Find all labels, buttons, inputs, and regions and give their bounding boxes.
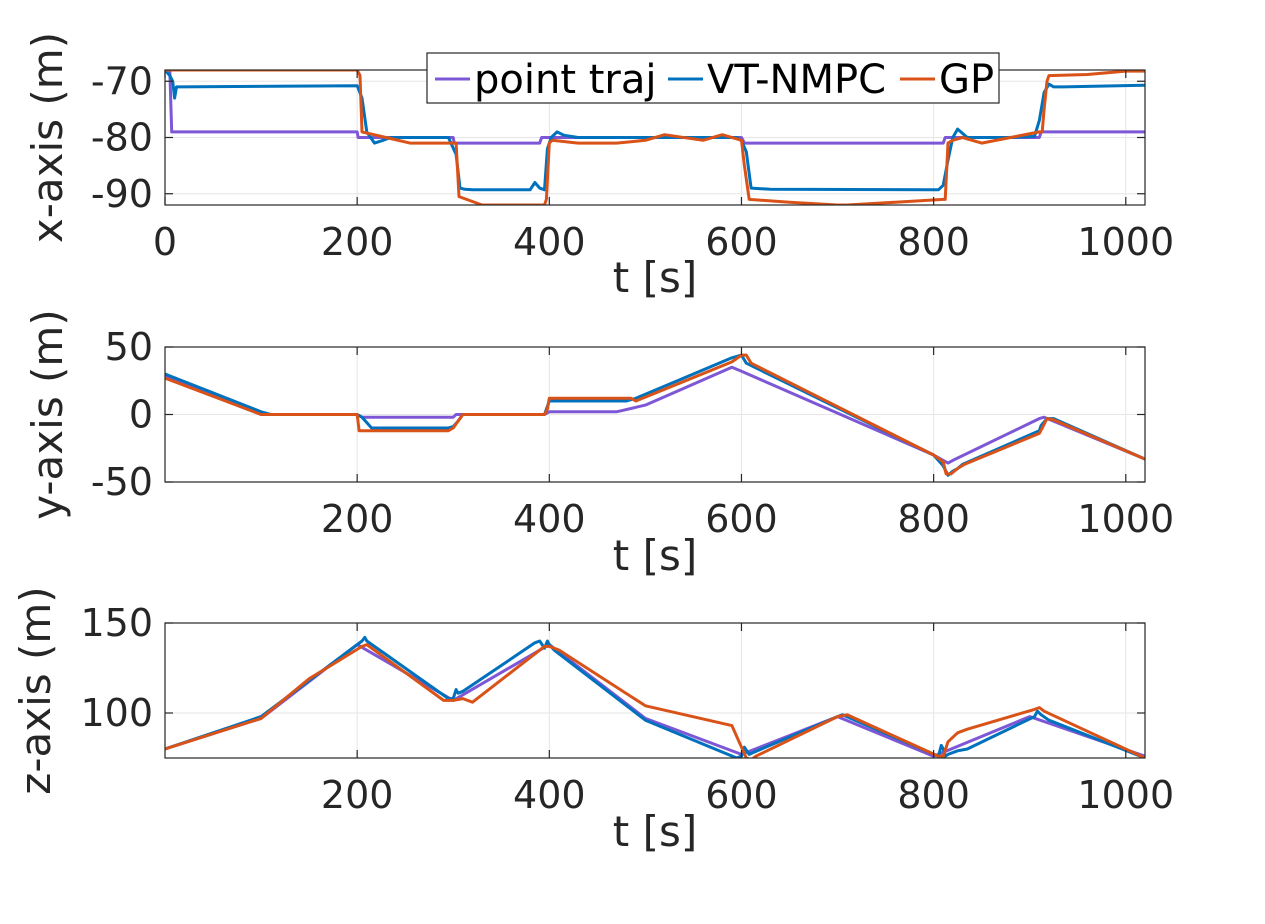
series-line-gp [165, 70, 1145, 205]
legend-entry-label: GP [939, 57, 994, 103]
y-axis-label: z-axis (m) [11, 586, 60, 794]
x-tick-label: 800 [897, 497, 970, 541]
x-axis-label: t [s] [613, 531, 697, 580]
series-line-vt-nmpc [165, 635, 1145, 758]
x-tick-label: 1000 [1077, 773, 1174, 817]
x-tick-label: 200 [321, 773, 394, 817]
x-tick-label: 200 [321, 220, 394, 264]
legend: point traj VT-NMPC GP [426, 52, 1000, 104]
x-tick-label: 600 [705, 220, 778, 264]
series-line-vt-nmpc [165, 70, 1145, 192]
x-tick-label: 600 [705, 773, 778, 817]
y-axis-label: y-axis (m) [23, 309, 72, 519]
series-line-gp [165, 643, 1145, 758]
y-tick-label: 50 [105, 325, 153, 369]
x-axis-label: t [s] [613, 253, 697, 302]
series-line-point-traj [165, 643, 1145, 758]
y-axis-subplot: 200 400 600 800 1000 50 0 -50 t [s] y-axis (m) [23, 309, 1174, 580]
y-tick-label: 0 [129, 393, 153, 437]
series-line-gp [165, 353, 1145, 476]
y-tick-label: -80 [91, 116, 153, 160]
x-tick-label: 600 [705, 497, 778, 541]
y-tick-label: -90 [91, 172, 153, 216]
x-tick-label: 200 [321, 497, 394, 541]
x-tick-label: 400 [513, 220, 586, 264]
x-tick-label: 400 [513, 497, 586, 541]
y-axis-label: x-axis (m) [23, 32, 72, 243]
y-tick-label: -50 [91, 460, 153, 504]
y-tick-label: -70 [91, 59, 153, 103]
y-tick-label: 150 [80, 601, 153, 645]
legend-entry-label: VT-NMPC [707, 57, 886, 103]
x-tick-label: 800 [897, 220, 970, 264]
z-axis-subplot: 200 400 600 800 1000 150 100 t [s] z-axis (m) [11, 586, 1174, 856]
y-tick-label: 100 [80, 691, 153, 735]
x-axis-subplot: 0 200 400 600 800 1000 -70 -80 -90 t [s] x-axis (m… [23, 32, 1174, 302]
axes-frame [164, 622, 1146, 759]
legend-entry-label: point traj [474, 57, 656, 103]
x-axis-label: t [s] [613, 807, 697, 856]
x-tick-label: 0 [153, 220, 177, 264]
x-tick-label: 1000 [1077, 220, 1174, 264]
x-tick-label: 1000 [1077, 497, 1174, 541]
x-tick-label: 800 [897, 773, 970, 817]
x-tick-label: 400 [513, 773, 586, 817]
